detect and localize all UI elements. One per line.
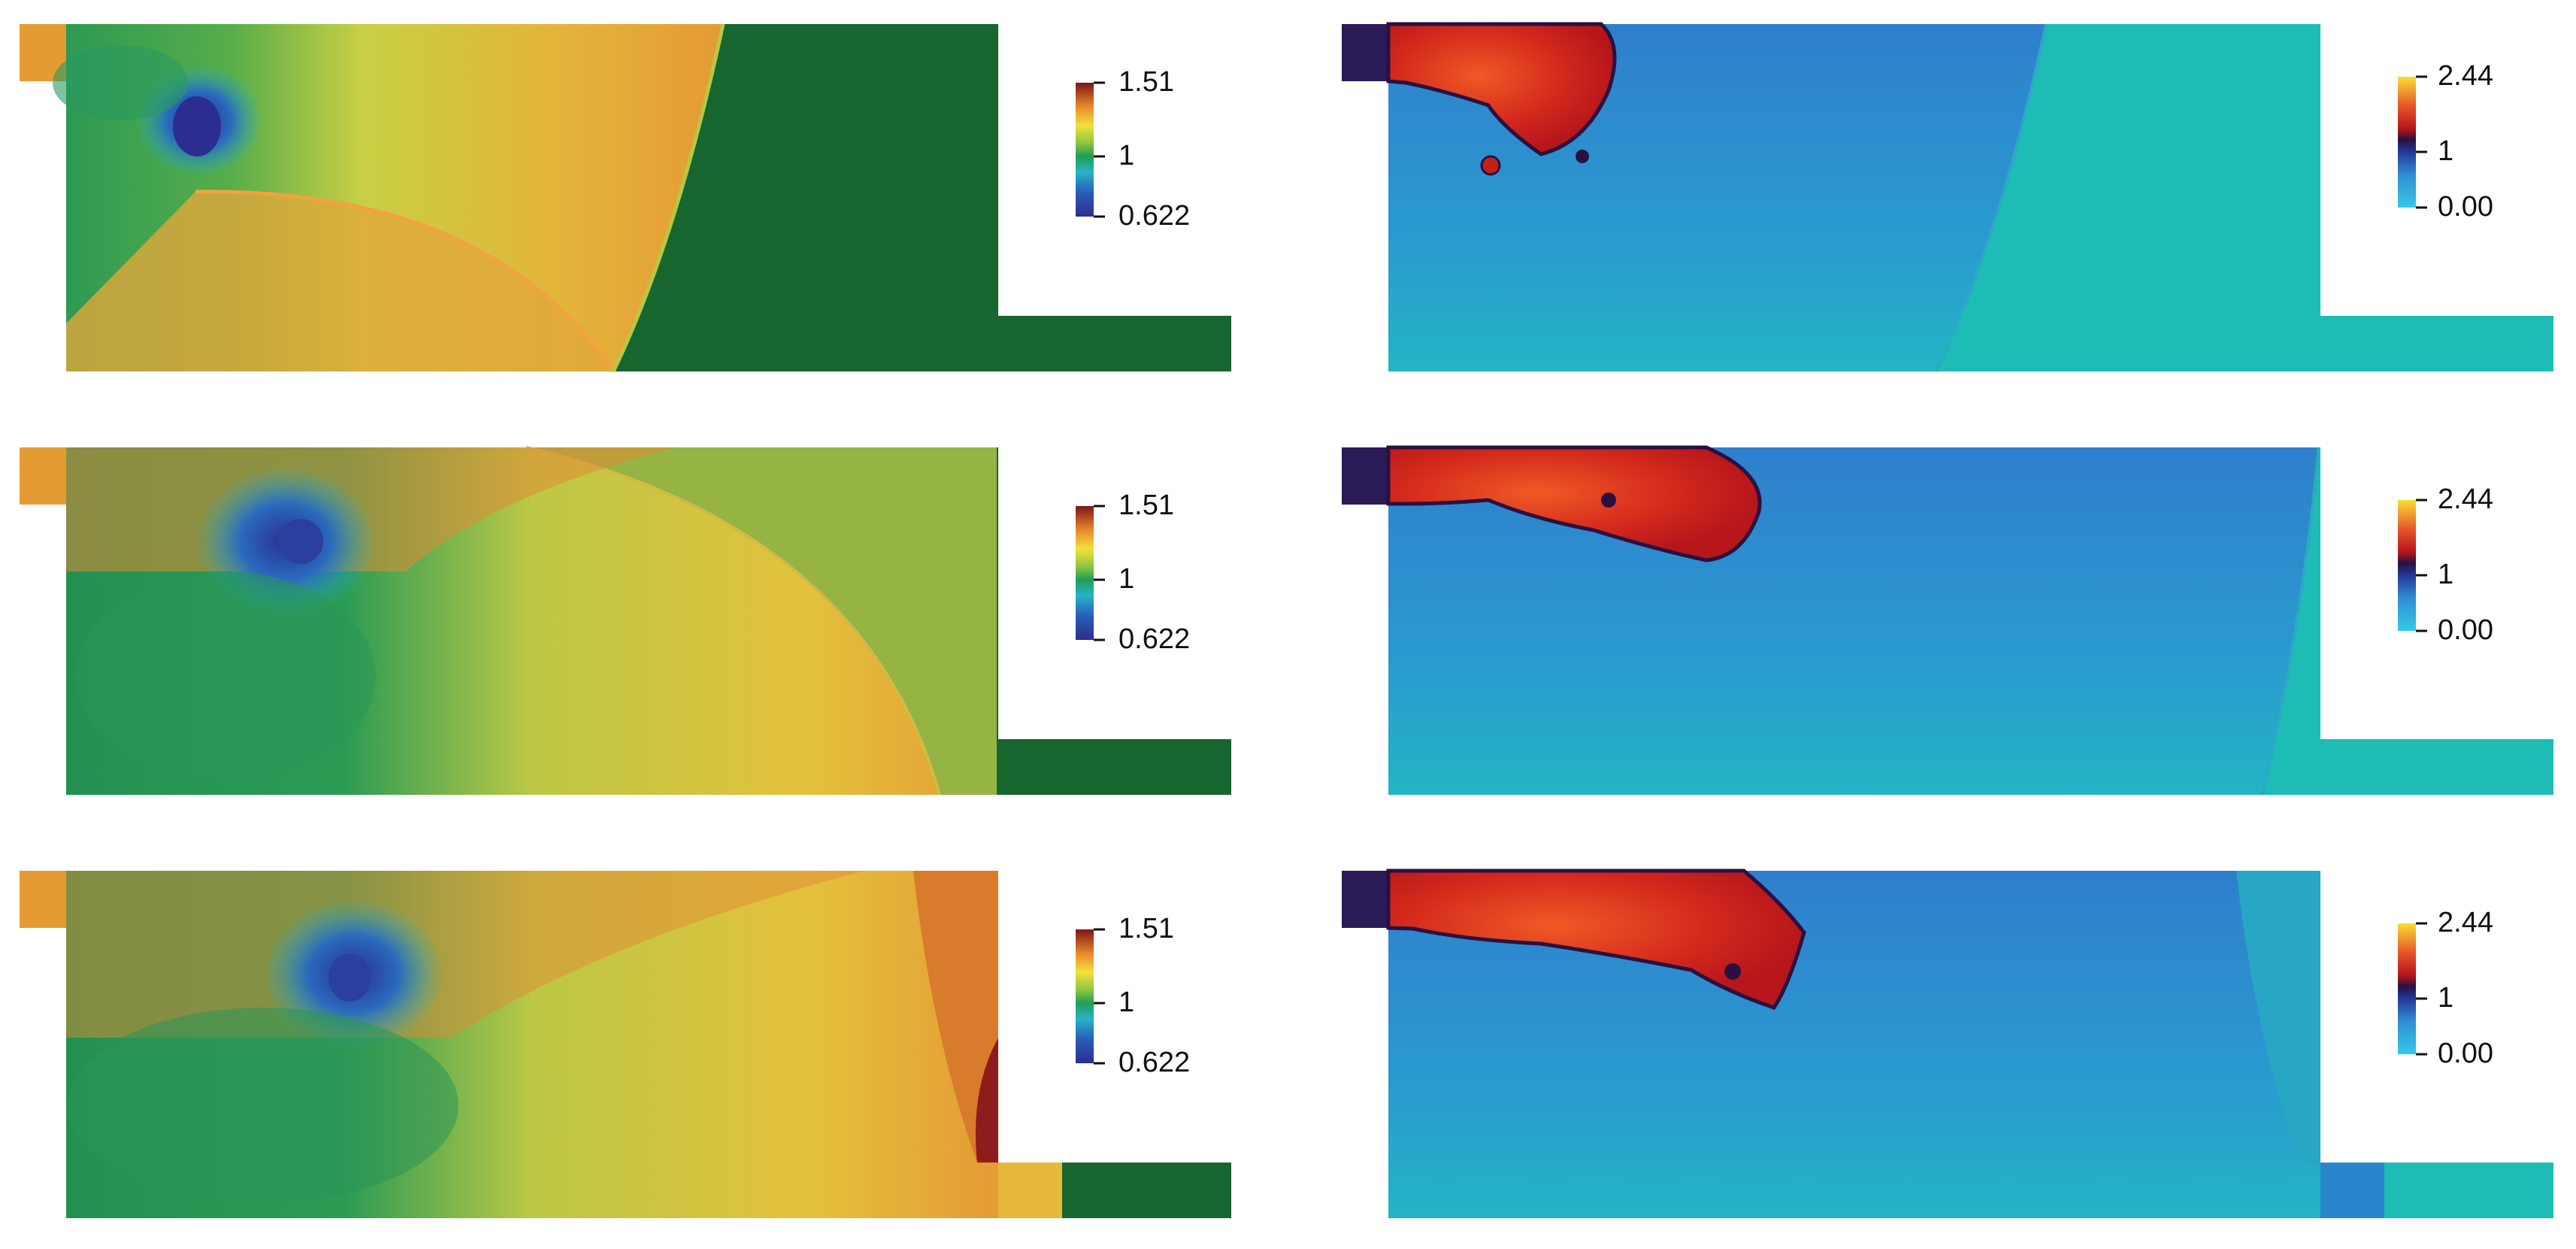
colorbar-mid-label: 1 bbox=[1118, 140, 1134, 171]
colorbar-max-label: 1.51 bbox=[1118, 66, 1174, 98]
left-panel-row-3 bbox=[20, 871, 1231, 1218]
colorbar-left-row-3: 1.51 1 0.622 bbox=[1076, 913, 1190, 1078]
colorbar-mid-label: 1 bbox=[2438, 135, 2453, 167]
colorbar-max-label: 1.51 bbox=[1118, 490, 1174, 521]
colorbar-min-label: 0.00 bbox=[2438, 1038, 2493, 1069]
colorbar-right-row-1: 2.44 1 0.00 bbox=[2398, 60, 2493, 223]
reflected-shock bbox=[66, 191, 613, 371]
left-panel-row-2 bbox=[20, 446, 1231, 796]
left-panel-row-1 bbox=[20, 23, 1231, 373]
outlet-channel bbox=[998, 316, 1231, 371]
colorbar-max-label: 1.51 bbox=[1118, 913, 1174, 944]
colorbar-min-label: 0.622 bbox=[1118, 200, 1190, 232]
colorbar-left-row-1: 1.51 1 0.622 bbox=[1076, 66, 1190, 232]
colorbar-min-label: 0.00 bbox=[2438, 191, 2493, 223]
right-panel-row-1 bbox=[1342, 22, 2553, 372]
colorbar-mid-label: 1 bbox=[1118, 563, 1134, 595]
colorbar-mid-label: 1 bbox=[2438, 982, 2453, 1014]
colorbar-right-row-2: 2.44 1 0.00 bbox=[2398, 484, 2493, 646]
colorbar-mid-label: 1 bbox=[2438, 559, 2453, 590]
colorbar-right-row-3: 2.44 1 0.00 bbox=[2398, 907, 2493, 1069]
colorbar-left-row-2: 1.51 1 0.622 bbox=[1076, 490, 1190, 655]
colorbar-max-label: 2.44 bbox=[2438, 484, 2493, 515]
right-panel-row-3 bbox=[1342, 869, 2553, 1218]
colorbar-min-label: 0.622 bbox=[1118, 623, 1190, 655]
colorbar-max-label: 2.44 bbox=[2438, 60, 2493, 92]
hot-gas-region bbox=[1386, 22, 1617, 156]
right-panel-row-2 bbox=[1342, 445, 2553, 796]
colorbar-max-label: 2.44 bbox=[2438, 907, 2493, 938]
colorbar-min-label: 0.00 bbox=[2438, 614, 2493, 646]
colorbar-min-label: 0.622 bbox=[1118, 1047, 1190, 1078]
outlet-channel bbox=[2320, 316, 2553, 371]
colorbar-mid-label: 1 bbox=[1118, 987, 1134, 1018]
